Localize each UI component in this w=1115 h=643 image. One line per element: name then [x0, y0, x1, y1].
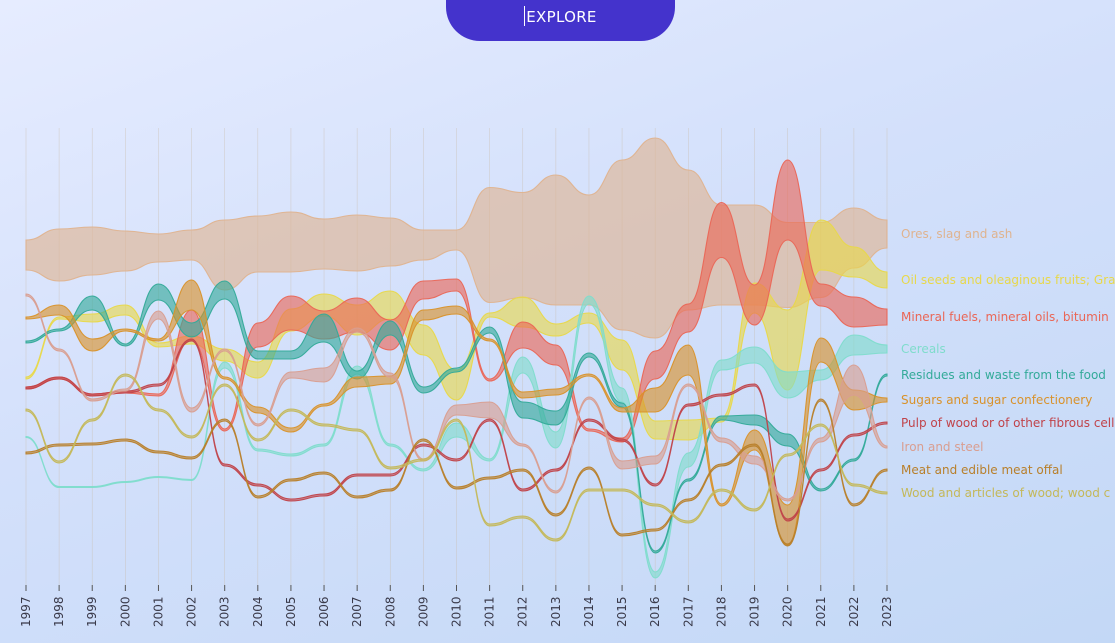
x-tick-label: 2013: [549, 596, 563, 627]
x-tick-label: 2021: [814, 596, 828, 627]
x-tick-label: 2010: [450, 596, 464, 627]
series-band[interactable]: [25, 295, 888, 579]
series-band[interactable]: [25, 338, 888, 522]
series-band[interactable]: [25, 279, 888, 546]
series-band[interactable]: [25, 373, 888, 542]
x-tick-label: 2009: [416, 596, 430, 627]
explore-button[interactable]: EXPLORE: [446, 0, 675, 41]
x-tick-label: 2018: [714, 596, 728, 627]
legend-label: Iron and steel: [901, 440, 983, 454]
x-tick-label: 2023: [880, 596, 894, 627]
x-tick-label: 2000: [118, 596, 132, 627]
x-tick-label: 1999: [85, 596, 99, 627]
x-tick-label: 2022: [847, 596, 861, 627]
series-bands: [25, 137, 888, 579]
series-band[interactable]: [25, 137, 888, 339]
x-tick-label: 2003: [218, 596, 232, 627]
x-tick-label: 2014: [582, 596, 596, 627]
legend-label: Pulp of wood or of other fibrous cellulo…: [901, 416, 1115, 430]
x-tick-label: 2006: [317, 596, 331, 627]
series-band[interactable]: [25, 280, 888, 554]
series-band[interactable]: [25, 398, 888, 547]
x-tick-label: 2011: [483, 596, 497, 627]
x-tick-label: 2020: [781, 596, 795, 627]
x-tick-label: 2012: [516, 596, 530, 627]
x-tick-label: 2008: [383, 596, 397, 627]
x-tick-label: 2002: [185, 596, 199, 627]
x-tick-label: 2015: [615, 596, 629, 627]
series-band[interactable]: [25, 293, 888, 502]
x-tick-label: 2001: [151, 596, 165, 627]
legend-label: Meat and edible meat offal: [901, 463, 1063, 477]
x-tick-label: 1998: [52, 596, 66, 627]
legend-label: Ores, slag and ash: [901, 227, 1012, 241]
legend: Ores, slag and ash Oil seeds and oleagino…: [901, 227, 1115, 500]
legend-label: Wood and articles of wood; wood c: [901, 486, 1110, 500]
legend-label: Mineral fuels, mineral oils, bitumin: [901, 310, 1109, 324]
explore-button-label: EXPLORE: [526, 8, 597, 26]
x-tick-label: 2004: [251, 596, 265, 627]
x-tick-label: 1997: [19, 596, 33, 627]
legend-label: Residues and waste from the food: [901, 368, 1106, 382]
legend-label: Sugars and sugar confectionery: [901, 393, 1092, 407]
x-axis: 1997 1998 1999 2000 2001 2002 2003 2004 2005 2006…: [19, 585, 894, 627]
text-cursor: [524, 6, 526, 26]
x-tick-label: 2005: [284, 596, 298, 627]
x-tick-label: 2007: [350, 596, 364, 627]
x-tick-label: 2019: [748, 596, 762, 627]
x-tick-label: 2017: [681, 596, 695, 627]
x-tick-label: 2016: [648, 596, 662, 627]
legend-label: Cereals: [901, 342, 946, 356]
legend-label: Oil seeds and oleaginous fruits; Grains,…: [901, 273, 1115, 287]
